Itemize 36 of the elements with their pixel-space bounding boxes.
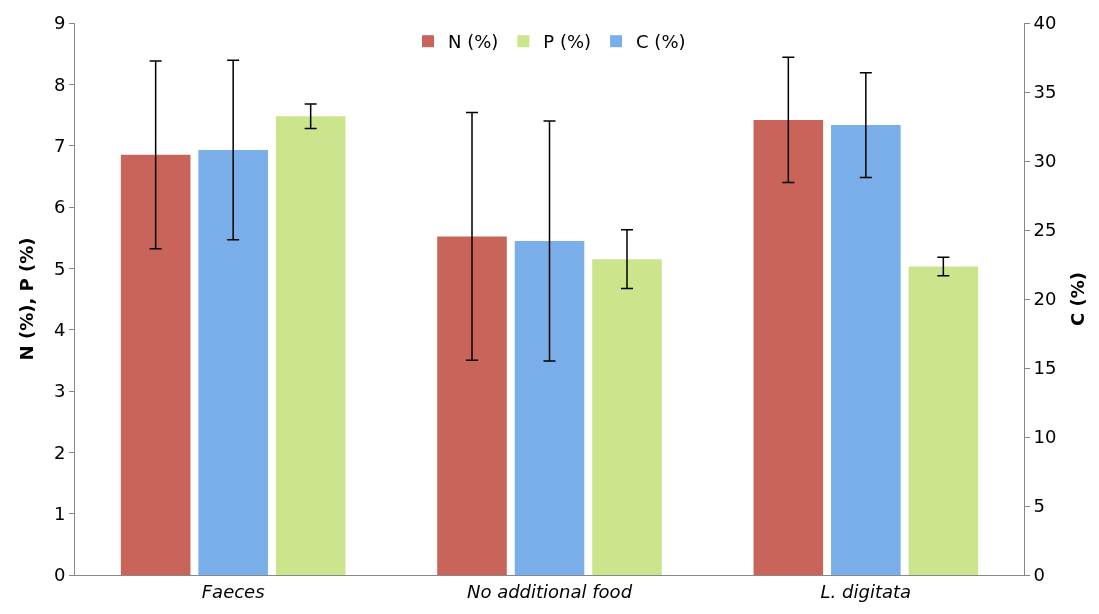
y-tick-label: 4	[53, 318, 66, 340]
y-tick-label: 1	[53, 502, 66, 524]
y-tick-label: 0	[53, 564, 66, 586]
y2-tick-label: 20	[1033, 288, 1057, 310]
y-tick-label: 2	[53, 441, 66, 463]
bar	[275, 116, 346, 575]
y-tick-label: 6	[53, 196, 66, 218]
bar	[120, 154, 191, 575]
y-tick-label: 3	[53, 380, 66, 402]
bar	[592, 259, 662, 575]
bar	[437, 236, 507, 575]
y2-axis-title: C (%)	[1066, 272, 1088, 326]
y2-tick-label: 0	[1033, 564, 1046, 586]
legend-label: P (%)	[543, 31, 592, 53]
y-tick-label: 7	[53, 134, 66, 156]
bar	[831, 125, 901, 575]
y-tick-label: 5	[53, 257, 66, 279]
y-tick-label: 9	[53, 12, 66, 34]
bar	[908, 266, 979, 575]
y2-tick-label: 25	[1033, 219, 1057, 241]
y2-tick-label: 10	[1033, 426, 1057, 448]
bar	[514, 241, 585, 575]
y2-tick-label: 35	[1033, 81, 1057, 103]
y-axis-title: N (%), P (%)	[16, 237, 38, 361]
legend-label: N (%)	[448, 31, 499, 53]
y2-tick-label: 40	[1033, 12, 1057, 34]
y-tick-label: 8	[53, 73, 66, 95]
legend-label: C (%)	[636, 31, 686, 53]
x-tick-label: L. digitata	[820, 580, 912, 602]
x-tick-label: No additional food	[466, 580, 633, 602]
y2-tick-label: 30	[1033, 150, 1057, 172]
y2-tick-label: 5	[1033, 495, 1046, 517]
bar	[198, 149, 268, 575]
x-tick-label: Faeces	[201, 580, 265, 602]
bar	[753, 119, 824, 575]
y2-tick-label: 15	[1033, 357, 1057, 379]
